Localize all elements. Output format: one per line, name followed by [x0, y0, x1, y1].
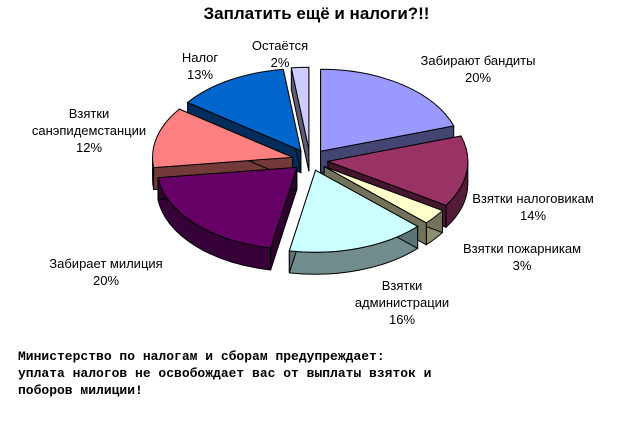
pie-labels: Забирают бандиты 20% Взятки налоговикам 14%…: [32, 38, 594, 327]
slice-label: Налог 13%: [182, 50, 219, 82]
pie-slice: [320, 68, 455, 152]
pie-slice: [152, 108, 293, 169]
slice-label: Взятки администрации 16%: [355, 278, 449, 327]
footer-line: уплата налогов не освобождает вас от вып…: [18, 366, 432, 381]
pie-slice: [290, 66, 310, 150]
slice-label: Забирают бандиты 20%: [421, 53, 536, 85]
slice-label: Взятки налоговикам 14%: [472, 191, 594, 223]
pie-tops: [152, 66, 469, 253]
footer-line: поборов милиции!: [18, 383, 143, 398]
slice-label: Взятки санэпидемстанции 12%: [32, 106, 146, 155]
slice-label: Забирает милиция 20%: [49, 256, 162, 288]
slice-label: Остаётся 2%: [252, 38, 308, 70]
chart-title: Заплатить ещё и налоги?!!: [203, 4, 430, 23]
footer-line: Министерство по налогам и сборам предупр…: [18, 349, 385, 364]
pie-slice: [186, 68, 302, 152]
pie-slice: [326, 135, 469, 206]
pie-slice: [157, 166, 298, 249]
footer-note: Министерство по налогам и сборам предупр…: [18, 348, 618, 399]
pie-slice: [323, 166, 444, 224]
slice-label: Взятки пожарникам 3%: [463, 241, 581, 273]
pie-slice: [288, 169, 419, 253]
